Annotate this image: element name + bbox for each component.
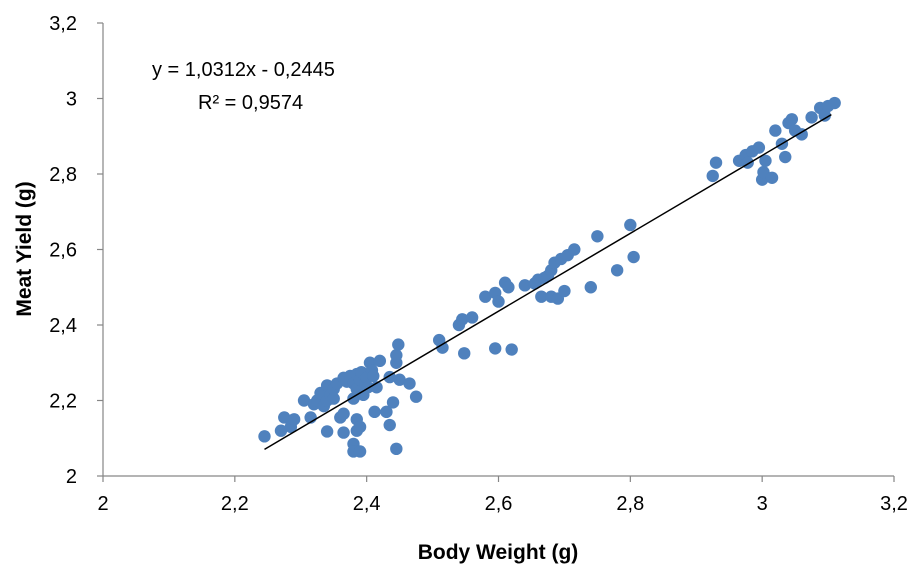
data-point bbox=[505, 343, 518, 356]
trendline bbox=[264, 113, 832, 451]
data-point bbox=[706, 169, 719, 183]
data-point bbox=[392, 338, 405, 351]
data-point bbox=[779, 150, 792, 164]
data-point bbox=[380, 405, 393, 419]
data-point bbox=[769, 124, 782, 137]
data-point bbox=[518, 279, 532, 292]
data-point bbox=[785, 113, 799, 126]
data-point bbox=[327, 392, 340, 405]
data-point bbox=[353, 445, 367, 458]
data-point bbox=[627, 250, 640, 264]
x-tick-label: 2,6 bbox=[485, 493, 513, 515]
data-point bbox=[458, 347, 471, 360]
data-point bbox=[759, 154, 772, 167]
data-point bbox=[320, 425, 334, 438]
data-point bbox=[818, 109, 831, 122]
x-tick-label: 3 bbox=[757, 493, 768, 515]
y-tick-label: 2,2 bbox=[49, 391, 77, 413]
data-point bbox=[409, 390, 423, 403]
data-point bbox=[568, 243, 581, 256]
data-point bbox=[386, 396, 400, 409]
data-point bbox=[752, 141, 766, 154]
trendline-equation: y = 1,0312x - 0,2445 bbox=[152, 59, 335, 81]
y-axis: 2 2,2 2,4 2,6 2,8 3 3,2 bbox=[49, 13, 104, 488]
trendline-r-squared: R² = 0,9574 bbox=[198, 92, 303, 114]
data-point bbox=[492, 295, 505, 308]
data-point bbox=[624, 218, 637, 232]
y-axis-title: Meat Yield (g) bbox=[13, 181, 36, 316]
data-point bbox=[390, 349, 403, 362]
x-tick-label: 3,2 bbox=[880, 493, 908, 515]
data-point bbox=[368, 405, 381, 419]
data-point bbox=[383, 418, 396, 432]
data-point bbox=[436, 341, 449, 354]
data-point bbox=[258, 430, 271, 443]
data-point bbox=[558, 284, 571, 298]
data-point bbox=[403, 377, 416, 390]
x-tick-label: 2 bbox=[97, 493, 108, 515]
data-point bbox=[610, 264, 624, 277]
data-point bbox=[367, 369, 380, 383]
data-point bbox=[795, 128, 808, 141]
data-point bbox=[337, 407, 350, 420]
data-point bbox=[287, 413, 301, 426]
data-point bbox=[765, 171, 779, 184]
data-points bbox=[258, 96, 841, 458]
data-point bbox=[337, 426, 350, 439]
x-axis: 2 2,2 2,4 2,6 2,8 3 3,2 bbox=[97, 475, 908, 515]
data-point bbox=[278, 411, 291, 424]
y-tick-label: 2,8 bbox=[49, 164, 77, 186]
data-point bbox=[465, 311, 479, 324]
y-tick-label: 3,2 bbox=[49, 13, 77, 35]
x-axis-title: Body Weight (g) bbox=[418, 541, 579, 564]
data-point bbox=[805, 111, 818, 124]
data-point bbox=[390, 442, 403, 456]
x-tick-label: 2,8 bbox=[616, 493, 644, 515]
data-point bbox=[535, 290, 548, 303]
data-point bbox=[373, 354, 387, 368]
data-point bbox=[353, 420, 367, 434]
y-tick-label: 2,4 bbox=[49, 315, 77, 337]
x-tick-label: 2,2 bbox=[221, 493, 249, 515]
data-point bbox=[489, 342, 502, 355]
data-point bbox=[456, 313, 469, 326]
data-point bbox=[828, 96, 841, 110]
data-point bbox=[393, 373, 406, 386]
data-point bbox=[479, 290, 492, 303]
y-tick-label: 3 bbox=[66, 89, 77, 111]
data-point bbox=[297, 394, 311, 407]
y-tick-label: 2,6 bbox=[49, 240, 77, 262]
y-tick-label: 2 bbox=[66, 466, 77, 488]
data-point bbox=[709, 156, 723, 169]
data-point bbox=[502, 281, 515, 294]
data-point bbox=[591, 230, 604, 243]
x-tick-label: 2,4 bbox=[353, 493, 381, 515]
data-point bbox=[584, 281, 597, 294]
data-point bbox=[274, 424, 288, 437]
